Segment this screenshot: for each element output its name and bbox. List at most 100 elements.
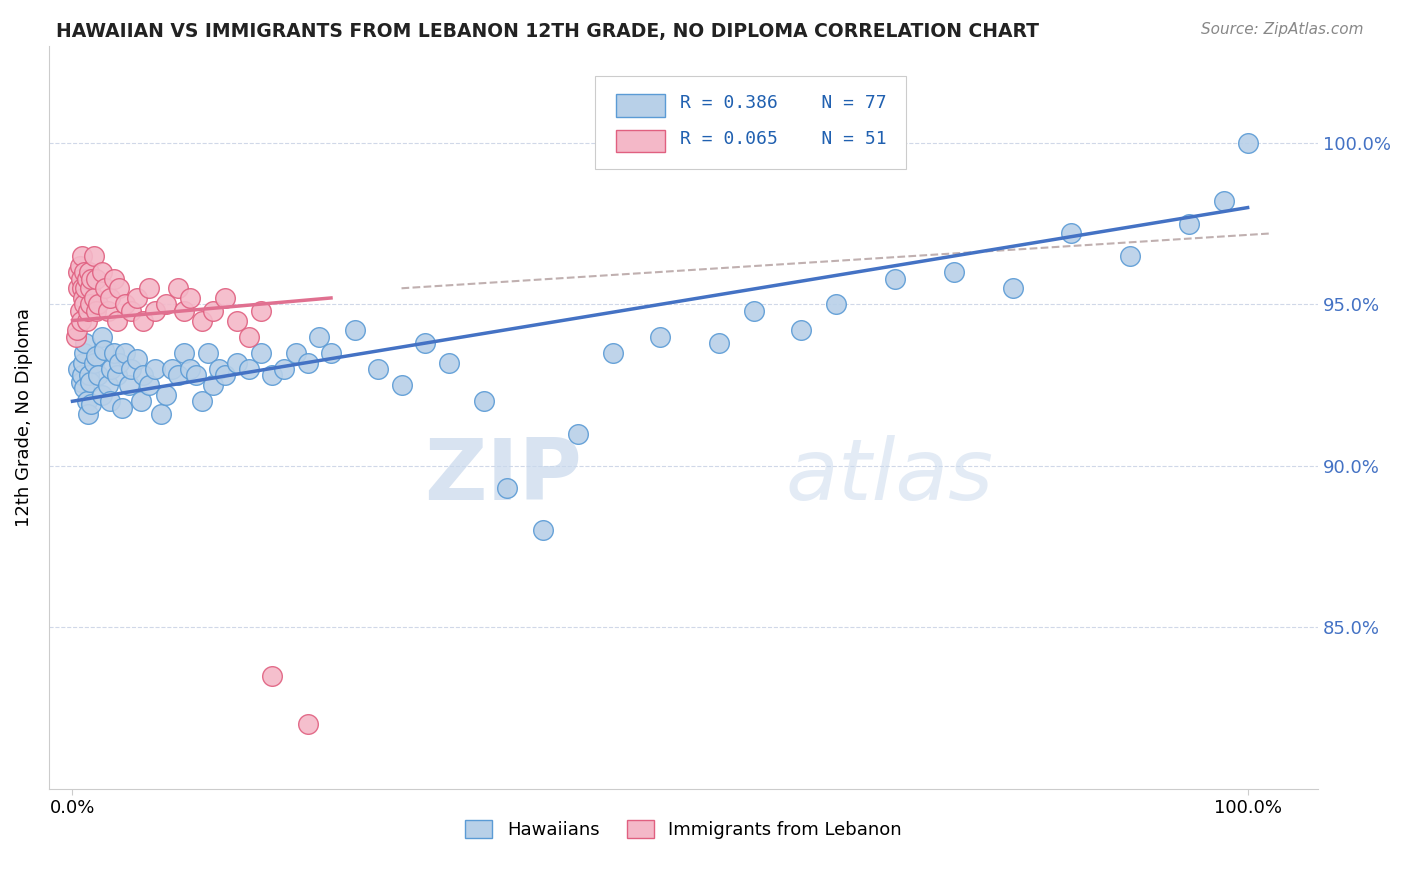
- Point: [90, 388, 112, 402]
- Point: [297, 355, 319, 369]
- Point: [70, 368, 93, 383]
- Point: [87, 297, 110, 311]
- Text: HAWAIIAN VS IMMIGRANTS FROM LEBANON 12TH GRADE, NO DIPLOMA CORRELATION CHART: HAWAIIAN VS IMMIGRANTS FROM LEBANON 12TH…: [56, 22, 1039, 41]
- Point: [202, 304, 225, 318]
- Point: [143, 362, 166, 376]
- Point: [149, 407, 172, 421]
- Point: [84, 271, 107, 285]
- Text: R = 0.386    N = 77: R = 0.386 N = 77: [679, 95, 886, 112]
- Point: [214, 291, 236, 305]
- Point: [120, 362, 142, 376]
- Point: [73, 381, 96, 395]
- Point: [249, 304, 271, 318]
- Point: [531, 524, 554, 538]
- Point: [70, 249, 93, 263]
- Point: [76, 271, 98, 285]
- Point: [100, 362, 122, 376]
- Point: [84, 304, 107, 318]
- Point: [98, 394, 121, 409]
- Point: [884, 271, 907, 285]
- Point: [83, 249, 105, 263]
- Text: R = 0.065    N = 51: R = 0.065 N = 51: [679, 130, 886, 148]
- Point: [173, 346, 195, 360]
- Point: [472, 394, 495, 409]
- Point: [79, 375, 101, 389]
- Point: [284, 346, 307, 360]
- Point: [105, 368, 128, 383]
- Point: [69, 304, 91, 318]
- Point: [155, 388, 177, 402]
- Point: [76, 394, 98, 409]
- Point: [69, 375, 91, 389]
- Point: [155, 297, 177, 311]
- FancyBboxPatch shape: [595, 76, 905, 169]
- Point: [132, 313, 155, 327]
- Bar: [616, 95, 665, 117]
- Point: [167, 281, 190, 295]
- Point: [120, 304, 142, 318]
- Point: [343, 323, 366, 337]
- Point: [179, 362, 201, 376]
- Point: [197, 346, 219, 360]
- Point: [179, 291, 201, 305]
- Point: [129, 394, 152, 409]
- Bar: [616, 130, 665, 153]
- Point: [167, 368, 190, 383]
- Point: [138, 378, 160, 392]
- Point: [80, 271, 103, 285]
- Point: [367, 362, 389, 376]
- Text: ZIP: ZIP: [425, 435, 582, 518]
- Point: [73, 265, 96, 279]
- Point: [249, 346, 271, 360]
- Point: [76, 407, 98, 421]
- Point: [79, 281, 101, 295]
- Point: [69, 271, 91, 285]
- Point: [72, 355, 94, 369]
- Point: [103, 346, 125, 360]
- Point: [79, 297, 101, 311]
- Point: [308, 329, 330, 343]
- Point: [90, 329, 112, 343]
- Point: [73, 346, 96, 360]
- Point: [105, 313, 128, 327]
- Point: [942, 265, 965, 279]
- Point: [93, 343, 115, 357]
- Point: [648, 329, 671, 343]
- Point: [66, 323, 89, 337]
- Point: [208, 362, 231, 376]
- Point: [273, 362, 295, 376]
- Point: [262, 668, 284, 682]
- Point: [90, 265, 112, 279]
- Point: [190, 394, 212, 409]
- Point: [69, 259, 91, 273]
- Legend: Hawaiians, Immigrants from Lebanon: Hawaiians, Immigrants from Lebanon: [458, 813, 908, 847]
- Point: [72, 291, 94, 305]
- Point: [97, 378, 120, 392]
- Point: [437, 355, 460, 369]
- Point: [1119, 249, 1142, 263]
- Point: [108, 355, 131, 369]
- Point: [1178, 217, 1201, 231]
- Point: [226, 313, 249, 327]
- Point: [75, 281, 97, 295]
- Point: [67, 265, 90, 279]
- Y-axis label: 12th Grade, No Diploma: 12th Grade, No Diploma: [15, 308, 32, 527]
- Point: [319, 346, 342, 360]
- Point: [742, 304, 765, 318]
- Point: [143, 304, 166, 318]
- Point: [114, 297, 136, 311]
- Point: [108, 281, 131, 295]
- Text: Source: ZipAtlas.com: Source: ZipAtlas.com: [1201, 22, 1364, 37]
- Point: [1001, 281, 1024, 295]
- Point: [602, 346, 624, 360]
- Point: [238, 362, 260, 376]
- Point: [162, 362, 184, 376]
- Text: atlas: atlas: [785, 435, 993, 518]
- Point: [67, 362, 90, 376]
- Point: [184, 368, 207, 383]
- Point: [118, 378, 141, 392]
- Point: [132, 368, 155, 383]
- Point: [67, 281, 90, 295]
- Point: [83, 355, 105, 369]
- Point: [496, 482, 519, 496]
